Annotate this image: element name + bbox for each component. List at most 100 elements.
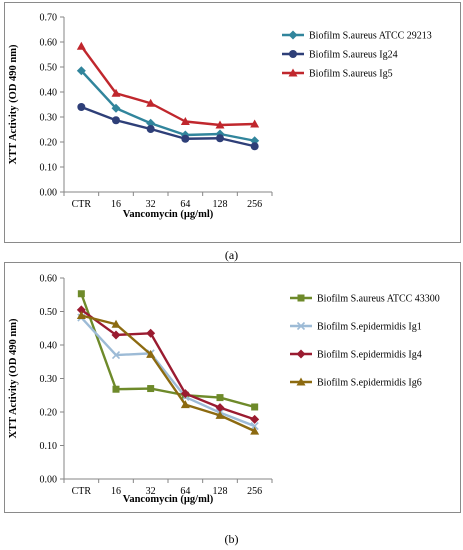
data-point [146,98,156,107]
x-tick-label: CTR [72,199,92,210]
legend-label: Biofilm S.aureus Ig24 [309,50,398,61]
x-tick-label: 256 [247,486,262,497]
legend-label: Biofilm S.epidermidis Ig6 [317,378,422,389]
data-point [216,394,224,402]
legend-swatch-marker [296,321,306,331]
y-tick-label: 0.10 [40,441,58,452]
series-line [80,293,255,409]
y-tick-label: 0.00 [40,475,58,486]
series-line [81,314,256,433]
legend-swatch-marker [289,50,297,58]
data-point [76,41,86,50]
legend-entry: Biofilm S.aureus Ig5 [282,68,393,80]
data-point [111,319,121,328]
data-point [180,389,190,399]
caption-b: (b) [224,532,239,546]
chart-b: 0.00 0.10 0.20 0.30 0.40 0.50 0.60 CTR 16 32 64 128… [8,274,440,506]
series-line [80,69,255,142]
data-point [180,400,190,409]
legend-swatch-marker [288,30,298,40]
x-axis-title: Vancomycin (µg/ml) [123,209,214,220]
data-point [77,103,86,111]
legend-entry: Biofilm S.aureus Ig24 [282,50,398,61]
y-tick-label: 0.50 [40,307,58,318]
y-tick-label: 0.10 [40,163,58,174]
legend-entry: Biofilm S.epidermidis Ig6 [290,377,422,389]
data-point [76,66,86,76]
legend-label: Biofilm S.aureus Ig5 [309,69,393,80]
data-point [111,103,121,113]
y-axis-title: XTT Activity (OD 490 nm) [8,44,19,164]
series-line [80,308,256,421]
data-point [250,414,260,424]
legend-label: Biofilm S.aureus ATCC 43300 [317,294,440,305]
x-tick-label: 128 [213,199,228,210]
series-4 [76,311,260,435]
legend-label: Biofilm S.epidermidis Ig4 [317,350,422,361]
x-tick-label: 32 [146,486,156,497]
series-1 [77,290,259,411]
data-point [250,422,259,431]
legend-entry: Biofilm S.aureus ATCC 29213 [282,30,432,42]
data-point [112,116,120,125]
data-point [181,134,190,143]
series-3 [76,41,260,129]
data-point [250,142,259,151]
legend-entry: Biofilm S.epidermidis Ig4 [290,349,422,361]
y-tick-label: 0.70 [40,13,58,24]
legend-swatch-marker [288,68,298,77]
data-point [216,134,224,143]
data-point [250,426,260,435]
legend-swatch-marker [297,294,305,302]
legend-swatch-marker [296,377,306,386]
y-tick-label: 0.60 [40,38,58,49]
x-tick-label: 256 [247,199,262,210]
legend-label: Biofilm S.aureus ATCC 29213 [309,31,432,42]
data-point [146,349,156,358]
series-2 [77,103,259,151]
y-tick-label: 0.00 [40,188,58,199]
chart-a: 0.00 0.10 0.20 0.30 0.40 0.50 0.60 0.70 CTR 16 32 6… [8,13,432,221]
y-tick-label: 0.30 [40,374,58,385]
y-tick-label: 0.40 [40,88,58,99]
x-tick-label: 16 [111,486,121,497]
data-point [215,120,225,129]
y-tick-label: 0.50 [40,63,58,74]
series-3 [76,305,260,424]
chart-panel-b [4,262,461,513]
x-tick-label: 64 [180,199,190,210]
x-tick-label: 32 [146,199,156,210]
data-point [250,119,260,128]
chart-panel-a [4,2,461,243]
series-line [80,316,256,428]
data-point [112,385,120,393]
x-tick-label: CTR [72,486,92,497]
x-tick-label: 16 [111,199,121,210]
data-point [76,311,86,320]
x-axis-title: Vancomycin (µg/ml) [123,494,214,505]
data-point [147,385,155,393]
data-point [251,403,259,411]
legend-entry: Biofilm S.epidermidis Ig1 [290,322,422,333]
data-point [111,330,121,340]
y-axis-title: XTT Activity (OD 490 nm) [8,318,19,438]
data-point [146,328,156,338]
y-tick-label: 0.40 [40,341,58,352]
data-point [146,118,156,128]
data-point [180,117,190,125]
data-point [215,403,225,413]
y-tick-label: 0.20 [40,408,58,419]
data-point [215,410,225,419]
x-tick-label: 128 [213,486,228,497]
data-point [146,125,155,133]
data-point [77,290,85,298]
legend-swatch-marker [296,349,306,359]
y-tick-label: 0.20 [40,138,58,149]
data-point [111,88,121,97]
legend-entry: Biofilm S.aureus ATCC 43300 [290,294,440,305]
x-tick-label: 64 [180,486,190,497]
series-line [80,45,255,127]
y-tick-label: 0.60 [40,274,58,285]
caption-a: (a) [224,248,239,262]
